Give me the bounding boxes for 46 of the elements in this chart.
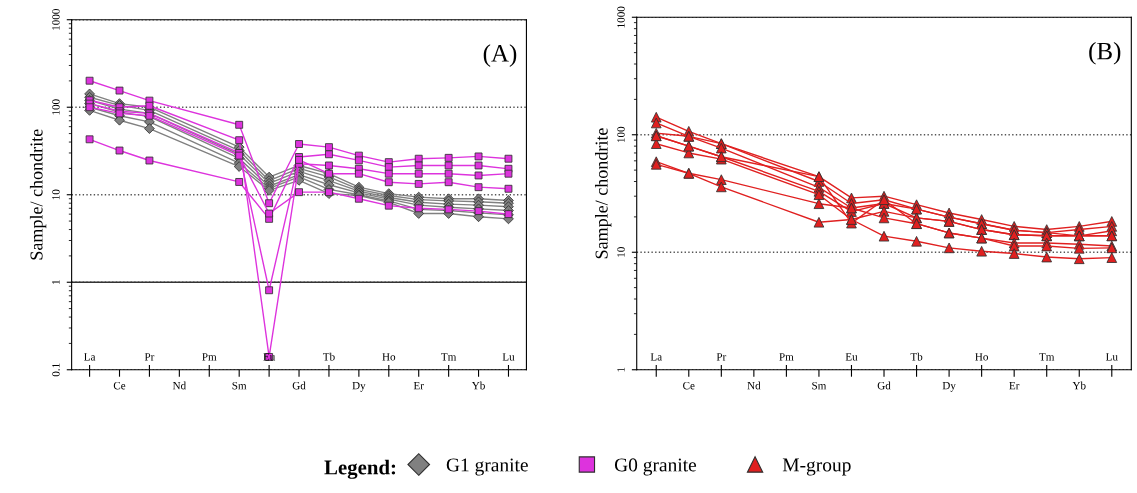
x-tick-label: Lu [1105, 353, 1118, 361]
x-tick-label: Pr [144, 353, 155, 361]
x-tick-label: Ce [113, 381, 126, 390]
x-tick-label: Sm [812, 381, 827, 390]
x-tick-label: Tb [910, 352, 923, 361]
y-tick-label: 1 [52, 280, 60, 285]
x-tick-label: La [84, 353, 96, 361]
x-tick-label: Er [413, 381, 424, 390]
x-tick-label: Ho [975, 353, 988, 361]
y-axis-title: Sample/ chondrite [29, 129, 47, 260]
y-tick-label: 1000 [52, 9, 60, 30]
x-tick-label: Yb [1072, 381, 1086, 390]
x-tick-label: Tb [322, 352, 335, 361]
y-tick-label: 0.1 [52, 363, 60, 377]
x-tick-label: Pr [716, 353, 727, 361]
x-tick-label: La [650, 353, 662, 361]
x-tick-label: Dy [352, 381, 366, 392]
x-tick-label: Nd [172, 381, 186, 390]
x-tick-label: Dy [942, 381, 956, 392]
x-tick-label: Sm [232, 381, 247, 390]
legend-title: Legend: [324, 459, 396, 479]
text: (A) [483, 44, 517, 67]
legend-label: G1 granite [446, 458, 528, 476]
x-tick-label: Pm [202, 353, 217, 361]
text: (B) [1089, 41, 1121, 65]
x-tick-label: Ho [382, 353, 396, 361]
x-tick-label: Gd [877, 381, 891, 390]
x-tick-label: Gd [292, 381, 306, 390]
legend-label: M-group [782, 458, 851, 476]
x-tick-label: Eu [845, 353, 858, 361]
y-tick-label: 10 [52, 189, 60, 200]
legend-label: G0 granite [614, 458, 697, 476]
x-tick-label: Yb [471, 381, 485, 390]
x-tick-label: Tm [1039, 353, 1055, 361]
x-tick-label: Ce [683, 381, 695, 390]
x-tick-label: Tm [441, 353, 457, 361]
y-tick-label: 1000 [617, 6, 625, 28]
y-tick-label: 100 [52, 99, 60, 115]
x-tick-label: Lu [502, 353, 515, 361]
y-tick-label: 10 [617, 247, 625, 257]
y-tick-label: 100 [617, 126, 625, 143]
x-tick-label: Pm [779, 353, 794, 361]
y-tick-label: 1 [617, 367, 625, 372]
x-tick-label: Er [1009, 381, 1020, 390]
y-axis-title: Sample/ chondrite [594, 128, 612, 259]
x-tick-label: Nd [747, 381, 761, 390]
